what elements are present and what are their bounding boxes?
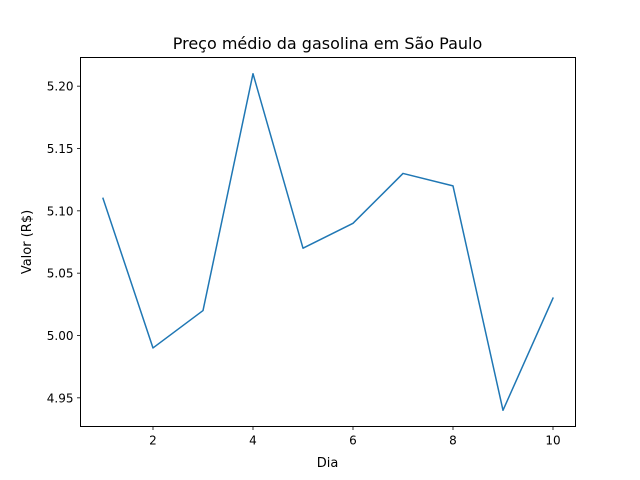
x-tick-label: 10 (545, 434, 560, 448)
y-tick-label: 5.10 (47, 204, 74, 218)
y-tick-label: 5.20 (47, 80, 74, 94)
y-tick-label: 4.95 (47, 391, 74, 405)
x-tick-label: 2 (149, 434, 157, 448)
plot-area (102, 72, 554, 412)
x-tick-label: 8 (449, 434, 457, 448)
x-axis-ticks: 2 4 6 8 10 (149, 426, 561, 448)
chart-title: Preço médio da gasolina em São Paulo (173, 34, 483, 53)
x-axis-label: Dia (317, 456, 339, 471)
axes-frame (80, 57, 576, 427)
y-tick-label: 5.15 (47, 142, 74, 156)
y-tick-label: 5.05 (47, 267, 74, 281)
y-axis-label: Valor (R$) (20, 210, 35, 274)
x-tick-label: 4 (249, 434, 257, 448)
x-tick-label: 6 (349, 434, 357, 448)
y-tick-label: 5.00 (47, 329, 74, 343)
series-line-0 (102, 72, 554, 412)
y-axis-ticks: 4.95 5.00 5.05 5.10 5.15 5.20 (47, 80, 81, 405)
